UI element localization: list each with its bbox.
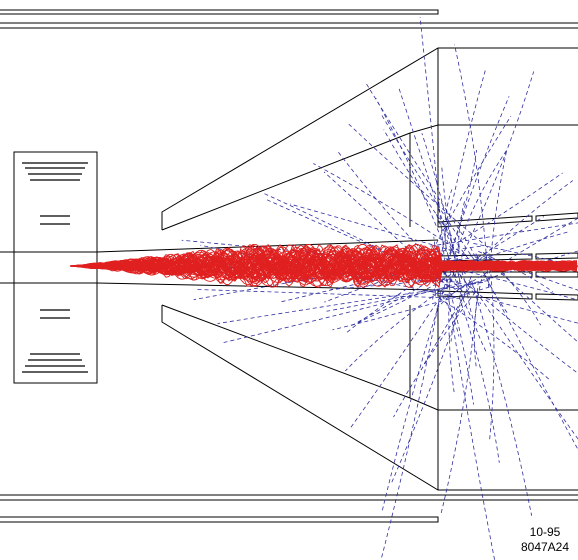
top-bar — [0, 10, 438, 14]
upper-block — [410, 125, 578, 133]
secondary-track — [442, 96, 509, 281]
secondary-track — [443, 220, 469, 295]
secondary-track — [469, 272, 578, 308]
secondary-track — [424, 282, 472, 364]
coil-lines — [22, 163, 88, 372]
detector-diagram: 10-95 8047A24 — [0, 0, 578, 560]
primary-tracks — [70, 244, 577, 287]
secondary-track — [381, 294, 440, 558]
secondary-track — [470, 247, 578, 481]
secondary-track — [366, 84, 466, 241]
secondary-track — [472, 282, 532, 516]
figure-id: 8047A24 — [521, 540, 569, 554]
lower-cone-inner — [162, 305, 410, 398]
secondary-track — [448, 294, 495, 560]
secondary-track — [351, 281, 442, 326]
secondary-track — [433, 116, 511, 250]
secondary-track — [381, 114, 478, 266]
secondary-track — [457, 173, 563, 243]
secondary-track — [433, 294, 550, 380]
secondary-track — [485, 259, 578, 405]
date-label: 10-95 — [530, 525, 561, 539]
page: {"labels": {"date": "10-95", "id": "8047… — [0, 0, 578, 560]
secondary-track — [350, 268, 460, 429]
secondary-track — [486, 299, 578, 329]
secondary-track — [464, 282, 578, 422]
secondary-track — [469, 280, 578, 457]
upper-cone — [162, 48, 578, 230]
secondary-track — [489, 254, 494, 442]
bottom-bar — [0, 517, 438, 522]
secondary-track — [349, 124, 488, 247]
secondary-track — [195, 289, 460, 298]
secondary-track — [458, 150, 507, 248]
secondary-track — [470, 181, 573, 270]
upper-cone-inner — [162, 133, 410, 230]
lower-cone — [162, 305, 578, 490]
